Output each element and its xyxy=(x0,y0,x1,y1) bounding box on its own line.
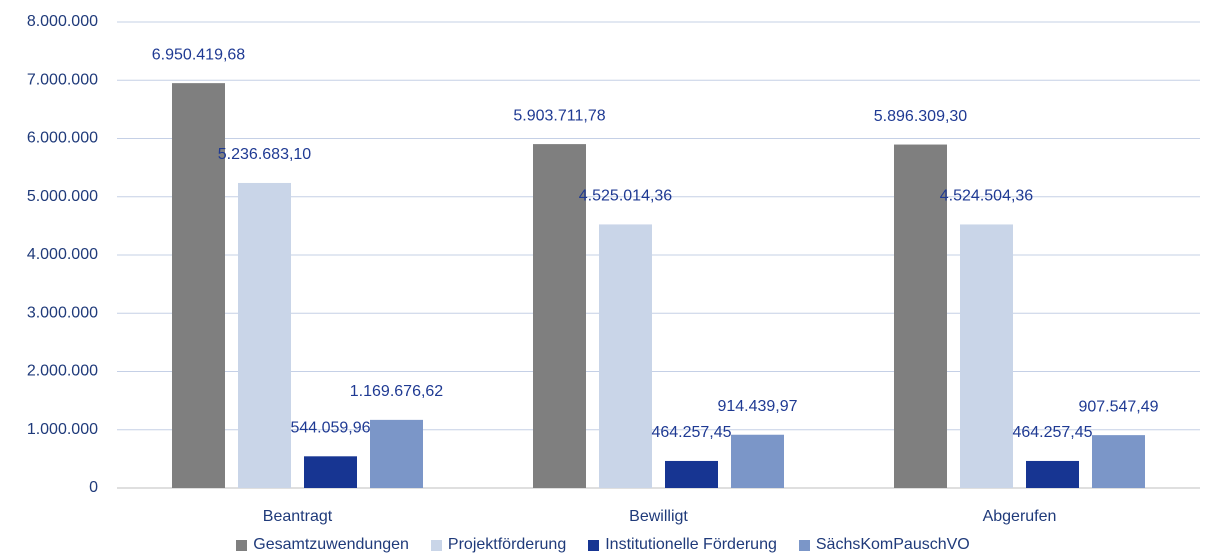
data-label: 4.524.504,36 xyxy=(940,188,1034,205)
legend-swatch xyxy=(236,539,248,551)
legend-label: Institutionelle Förderung xyxy=(605,536,777,553)
bar xyxy=(960,224,1013,488)
data-label: 464.257,45 xyxy=(651,424,731,441)
y-tick-label: 2.000.000 xyxy=(27,363,98,380)
bar xyxy=(665,460,718,488)
bar xyxy=(238,182,291,489)
bar xyxy=(304,456,357,488)
x-tick-label: Bewilligt xyxy=(629,508,688,525)
legend-label: Gesamtzuwendungen xyxy=(253,536,409,553)
y-tick-label: 5.000.000 xyxy=(27,188,98,205)
y-tick-label: 1.000.000 xyxy=(27,421,98,438)
y-tick-label: 6.000.000 xyxy=(27,130,98,147)
y-tick-label: 7.000.000 xyxy=(27,71,98,88)
y-tick-label: 3.000.000 xyxy=(27,304,98,321)
legend-item: Institutionelle Förderung xyxy=(588,536,777,554)
data-label: 464.257,45 xyxy=(1012,424,1092,441)
legend-label: SächsKomPauschVO xyxy=(815,536,970,553)
data-label: 6.950.419,68 xyxy=(152,46,246,63)
y-tick-label: 4.000.000 xyxy=(27,246,98,263)
data-label: 4.525.014,36 xyxy=(579,188,673,205)
data-label: 5.236.683,10 xyxy=(218,146,312,163)
data-label: 5.903.711,78 xyxy=(513,107,605,124)
legend-label: Projektförderung xyxy=(447,536,567,553)
data-label: 544.059,96 xyxy=(290,420,370,437)
legend-swatch xyxy=(798,539,810,551)
bar xyxy=(731,434,784,488)
bar xyxy=(1092,435,1145,488)
bar xyxy=(370,419,423,488)
data-label: 914.439,97 xyxy=(717,398,797,415)
data-label: 1.169.676,62 xyxy=(350,383,444,400)
bar xyxy=(1026,460,1079,488)
legend-swatch xyxy=(588,539,600,551)
bar xyxy=(533,144,586,488)
y-tick-label: 0 xyxy=(89,479,98,496)
x-tick-label: Beantragt xyxy=(263,508,333,525)
bar xyxy=(894,144,947,488)
chart: 0 1.000.000 2.000.000 3.000.000 4.000.000 5.0… xyxy=(27,13,1200,525)
data-label: 5.896.309,30 xyxy=(874,108,968,125)
legend-swatch xyxy=(430,539,442,551)
legend-item: Projektförderung xyxy=(430,536,567,554)
x-tick-label: Abgerufen xyxy=(983,508,1057,525)
bar xyxy=(599,224,652,488)
y-tick-label: 8.000.000 xyxy=(27,13,98,30)
bar xyxy=(172,83,225,488)
legend: Gesamtzuwendungen Projektförderung Institu… xyxy=(0,536,1206,554)
legend-item: SächsKomPauschVO xyxy=(798,536,970,554)
legend-item: Gesamtzuwendungen xyxy=(236,536,409,554)
data-label: 907.547,49 xyxy=(1078,398,1158,415)
